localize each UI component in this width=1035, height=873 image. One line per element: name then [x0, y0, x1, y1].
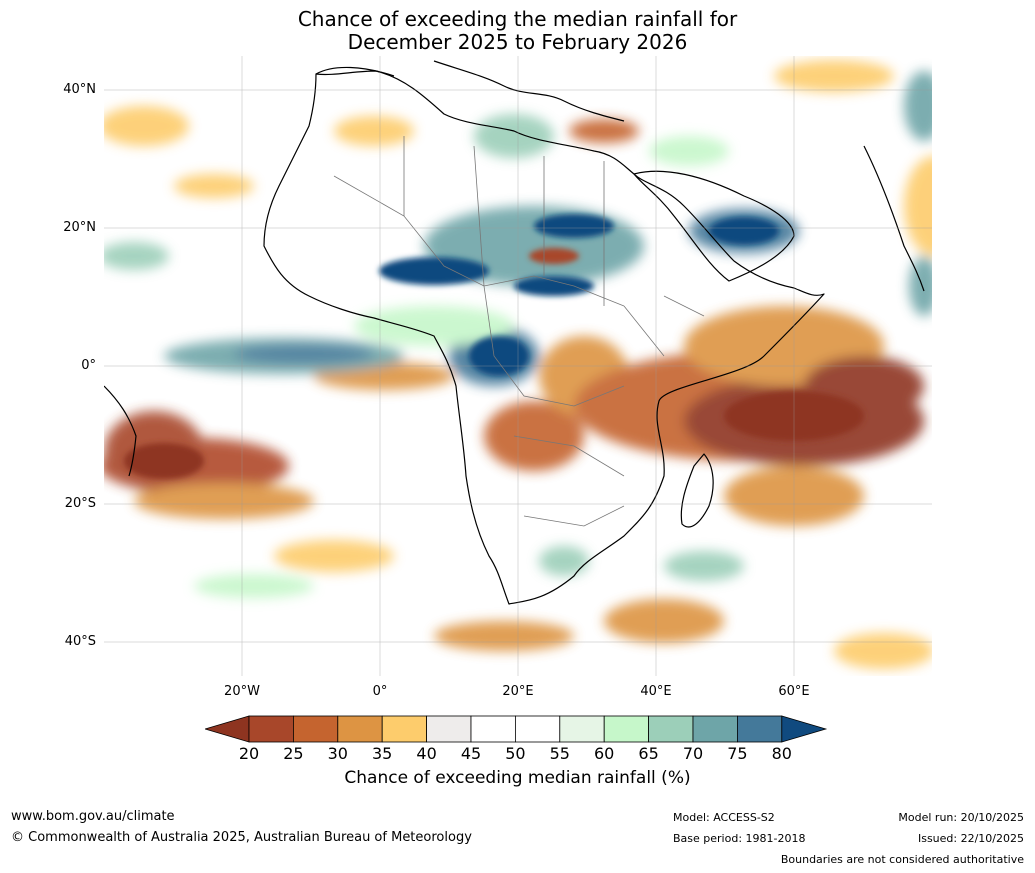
- footer-model-run: Model run: 20/10/2025: [898, 811, 1024, 824]
- colorbar-label: Chance of exceeding median rainfall (%): [344, 768, 691, 788]
- title-line-2: December 2025 to February 2026: [347, 30, 688, 54]
- footer-base-period: Base period: 1981-2018: [673, 832, 806, 845]
- colorbar-segment: [248, 715, 294, 743]
- colorbar-tick-label: 20: [238, 744, 260, 763]
- colorbar-tick-label: 60: [594, 744, 615, 763]
- colorbar-tick-label: 25: [283, 744, 304, 763]
- colorbar-segment: [559, 715, 605, 743]
- colorbar-tick-label: 45: [460, 744, 482, 763]
- colorbar-tick-label: 30: [327, 744, 348, 763]
- rainfall-map: [104, 56, 932, 676]
- lon-label-20e: 20°E: [502, 684, 534, 699]
- colorbar-tick-label: 35: [372, 744, 393, 763]
- chart-title: Chance of exceeding the median rainfall …: [0, 8, 1035, 54]
- title-line-1: Chance of exceeding the median rainfall …: [297, 7, 738, 31]
- footer-disclaimer: Boundaries are not considered authoritat…: [780, 853, 1024, 866]
- lon-label-0: 0°: [372, 684, 388, 699]
- colorbar-segment: [692, 715, 738, 743]
- country-borders: [333, 136, 705, 527]
- colorbar-over-arrow: [781, 715, 828, 743]
- lat-label-0: 0°: [81, 358, 96, 373]
- colorbar-segment: [426, 715, 472, 743]
- coastlines: [104, 60, 925, 605]
- graticule: [104, 56, 932, 676]
- colorbar-under-arrow: [205, 715, 250, 743]
- colorbar-segment: [603, 715, 650, 743]
- lat-label-20n: 20°N: [63, 220, 96, 235]
- lon-label-20w: 20°W: [224, 684, 260, 699]
- colorbar: [205, 715, 828, 743]
- footer-website: www.bom.gov.au/climate: [11, 809, 175, 824]
- colorbar-tick-label: 50: [505, 744, 526, 763]
- colorbar-segment: [470, 715, 516, 743]
- footer-issued: Issued: 22/10/2025: [917, 832, 1024, 845]
- colorbar-segment: [293, 715, 339, 743]
- lat-label-40s: 40°S: [64, 634, 96, 649]
- colorbar-segment: [514, 715, 561, 743]
- colorbar-segment: [337, 715, 383, 743]
- lat-label-20s: 20°S: [64, 496, 96, 511]
- colorbar-segment: [648, 715, 694, 743]
- colorbar-tick-label: 75: [727, 744, 748, 763]
- colorbar-tick-label: 80: [771, 744, 792, 763]
- colorbar-tick-label: 55: [549, 744, 570, 763]
- colorbar-tick-label: 40: [416, 744, 437, 763]
- colorbar-tick-label: 70: [682, 744, 704, 763]
- lon-label-60e: 60°E: [778, 684, 810, 699]
- footer-model: Model: ACCESS-S2: [673, 811, 775, 824]
- footer-copyright: © Commonwealth of Australia 2025, Austra…: [11, 830, 472, 845]
- colorbar-segment: [737, 715, 783, 743]
- lon-label-40e: 40°E: [640, 684, 672, 699]
- colorbar-segment: [381, 715, 427, 743]
- colorbar-tick-label: 65: [638, 744, 659, 763]
- lat-label-40n: 40°N: [63, 82, 96, 97]
